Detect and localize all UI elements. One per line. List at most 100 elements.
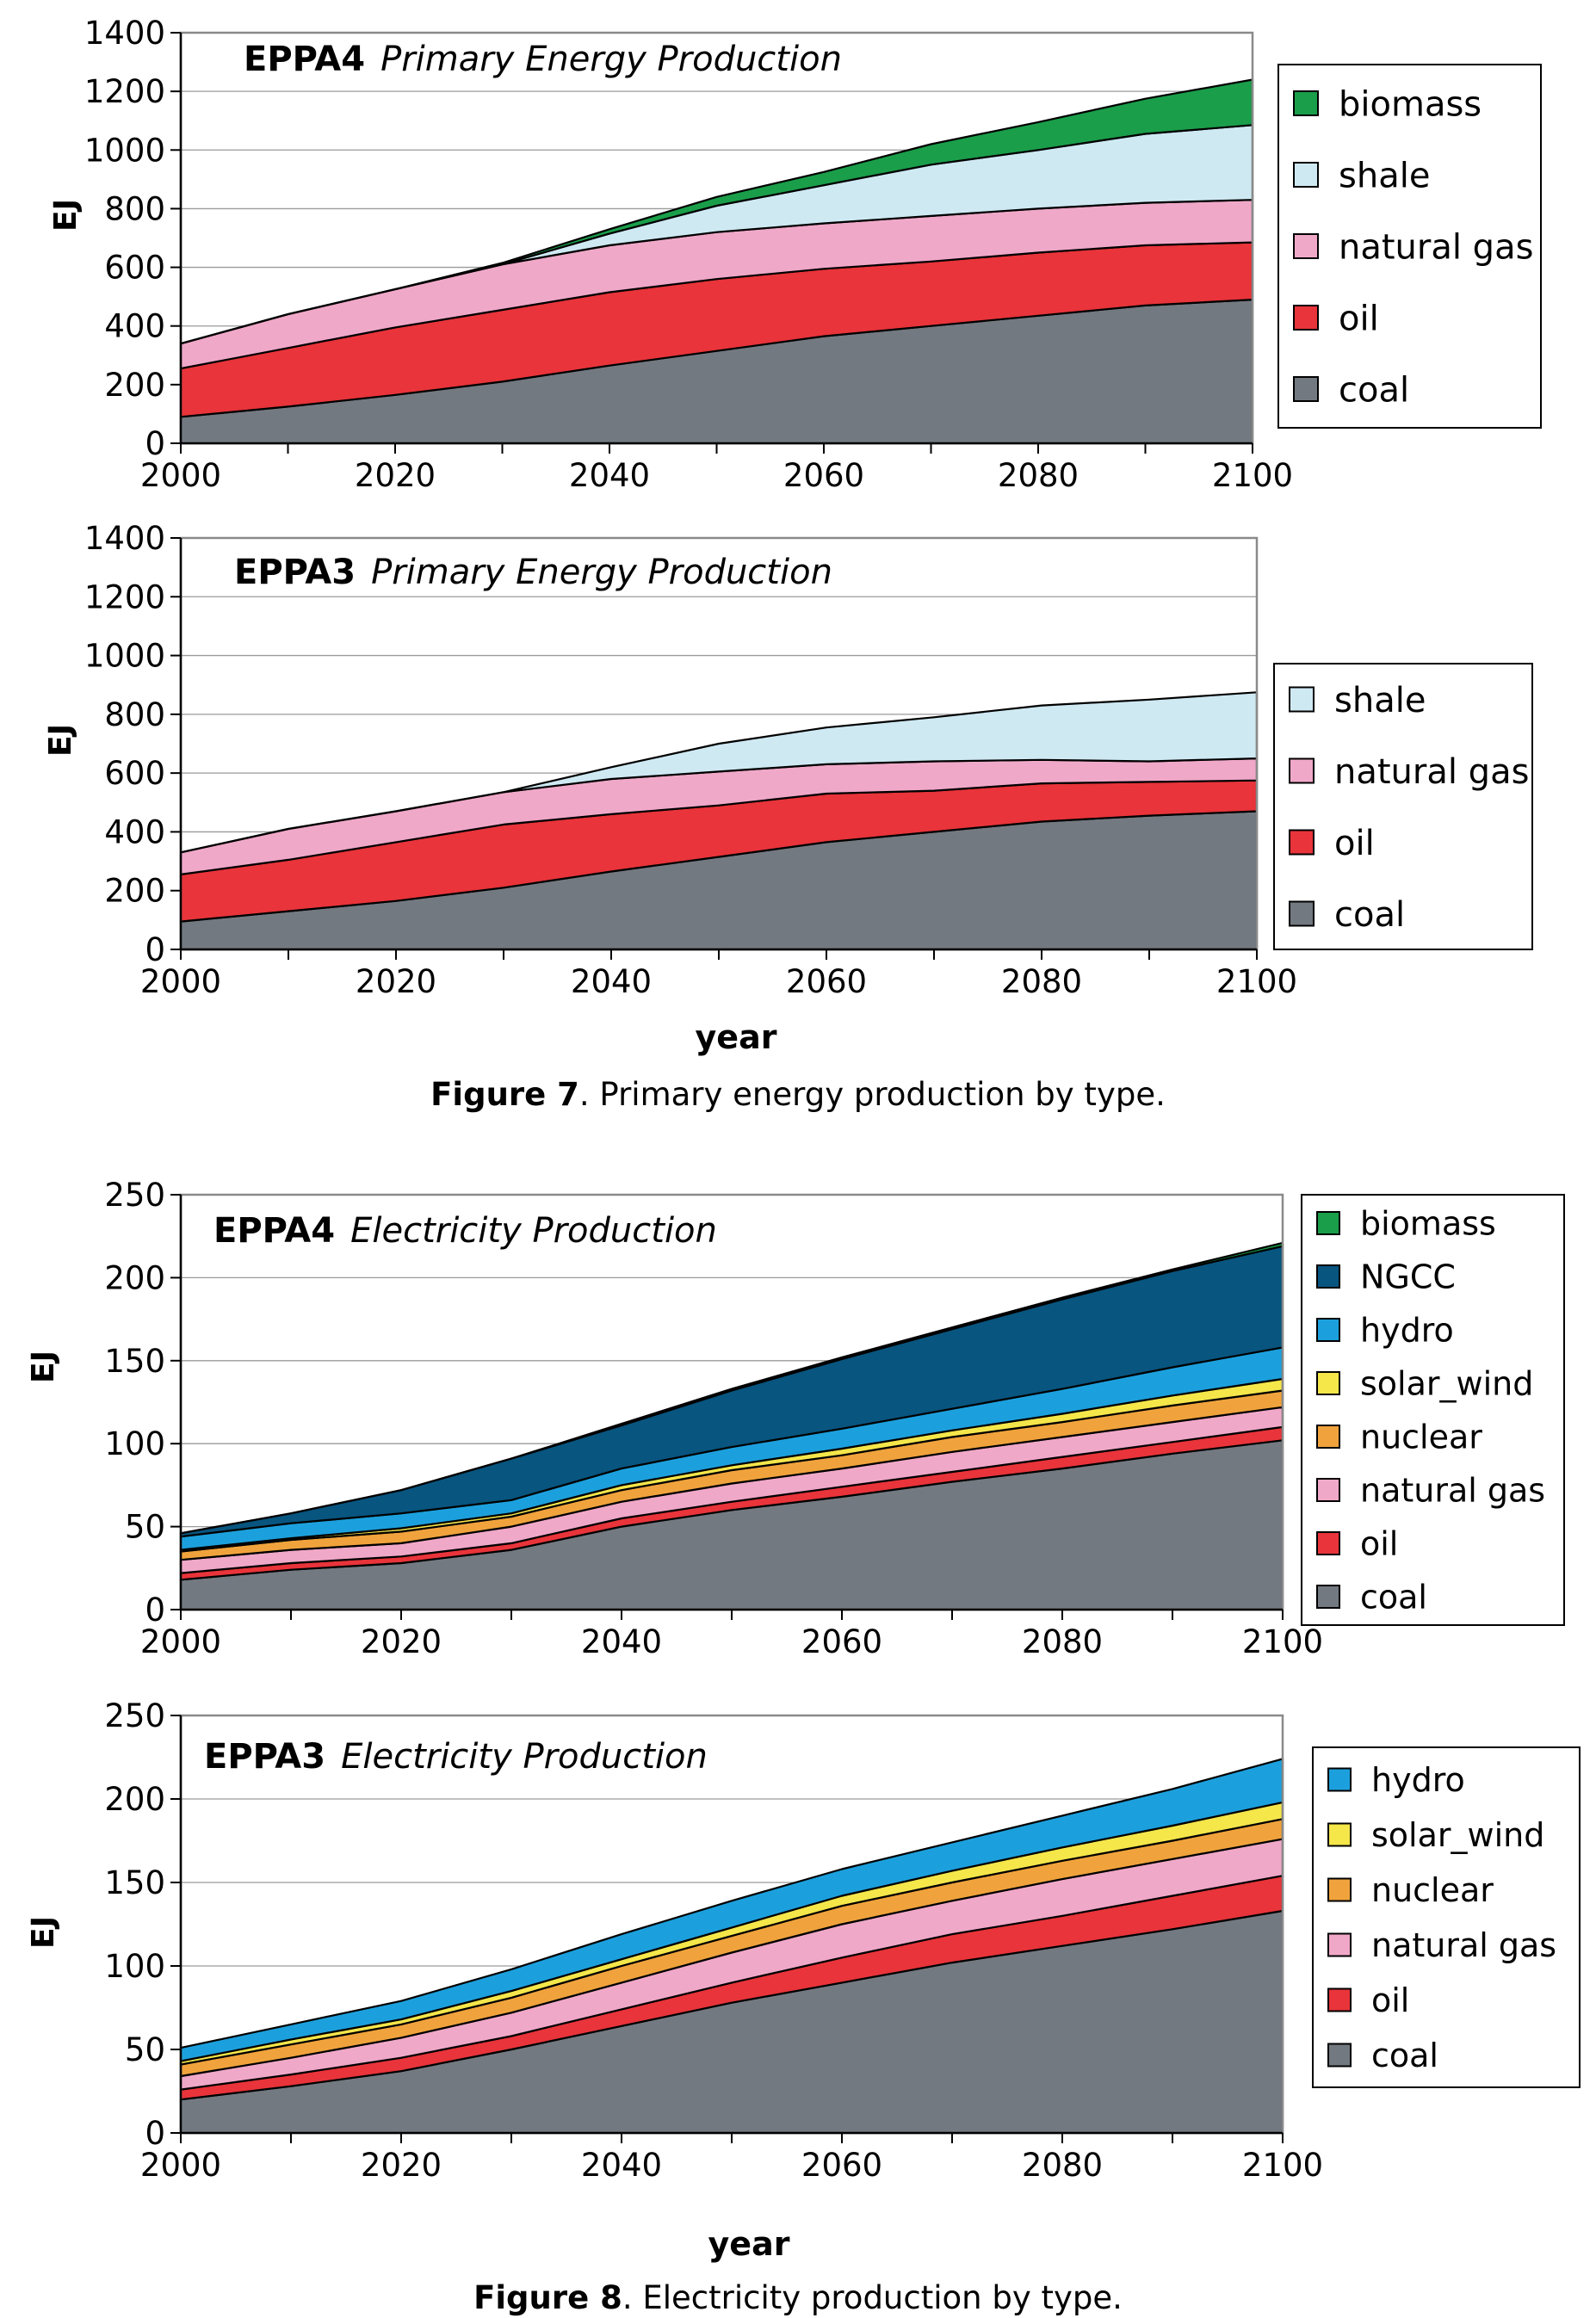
- y-tick-label-800: 800: [104, 190, 165, 227]
- x-axis-label: year: [696, 1018, 777, 1056]
- y-axis-label: EJ: [48, 199, 84, 232]
- y-tick-label-50: 50: [125, 2031, 165, 2068]
- chart-title: EPPA4 Electricity Production: [213, 1211, 717, 1251]
- legend-box: [1312, 1746, 1581, 2088]
- legend-swatch-natural-gas: [1293, 233, 1319, 259]
- legend-swatch-solar-wind: [1316, 1371, 1340, 1395]
- x-tick-label-2060: 2060: [783, 457, 864, 494]
- legend-label-natural-gas: natural gas: [1371, 1926, 1556, 1964]
- x-tick-label-2100: 2100: [1216, 963, 1297, 1000]
- x-tick-label-2000: 2000: [140, 2147, 221, 2184]
- chart-title-model: EPPA4: [244, 40, 365, 79]
- y-tick-label-400: 400: [104, 813, 165, 850]
- y-tick-label-0: 0: [145, 931, 165, 968]
- legend-box: [1301, 1194, 1565, 1626]
- chart-c3: 0 50 100 150 200 250 2000 2020 2040 2060 2080 2100 E…: [26, 1177, 1565, 1660]
- y-tick-label-1400: 1400: [84, 15, 165, 52]
- x-axis-label: year: [708, 2225, 790, 2263]
- chart-title: EPPA4 Primary Energy Production: [244, 40, 842, 79]
- y-tick-label-1000: 1000: [84, 638, 165, 675]
- y-tick-label-250: 250: [104, 1697, 165, 1734]
- y-tick-label-0: 0: [145, 425, 165, 462]
- x-tick-label-2000: 2000: [140, 963, 221, 1000]
- x-tick-label-2080: 2080: [1001, 963, 1082, 1000]
- y-tick-label-100: 100: [104, 1948, 165, 1985]
- x-tick-label-2080: 2080: [1022, 1623, 1103, 1660]
- legend-label-solar-wind: solar_wind: [1360, 1365, 1533, 1403]
- x-tick-label-2060: 2060: [801, 1623, 882, 1660]
- legend-swatch-ngcc: [1316, 1264, 1340, 1289]
- figure-8-text: . Electricity production by type.: [622, 2279, 1123, 2316]
- figure-7-label: Figure 7: [430, 1076, 579, 1113]
- legend-label-shale: shale: [1334, 681, 1426, 720]
- figure-7-caption: Figure 7. Primary energy production by t…: [0, 1076, 1596, 1113]
- y-tick-label-200: 200: [104, 367, 165, 404]
- y-tick-label-1400: 1400: [84, 520, 165, 557]
- x-tick-label-2100: 2100: [1242, 1623, 1323, 1660]
- legend-label-natural-gas: natural gas: [1334, 752, 1529, 792]
- x-tick-label-2020: 2020: [356, 963, 436, 1000]
- legend-swatch-biomass: [1293, 90, 1319, 116]
- legend-box: [1277, 64, 1542, 429]
- chart-c4: 0 50 100 150 200 250 2000 2020 2040 2060 2080 2100 E…: [26, 1697, 1581, 2263]
- legend-swatch-biomass: [1316, 1211, 1340, 1235]
- legend-swatch-coal: [1316, 1585, 1340, 1609]
- legend-label-biomass: biomass: [1360, 1205, 1496, 1243]
- legend-label-coal: coal: [1360, 1579, 1427, 1616]
- legend-swatch-solar-wind: [1327, 1822, 1352, 1847]
- chart-title-text: Primary Energy Production: [380, 40, 842, 79]
- x-tick-label-2100: 2100: [1212, 457, 1293, 494]
- legend-label-natural-gas: natural gas: [1339, 227, 1533, 267]
- x-tick-label-2080: 2080: [998, 457, 1079, 494]
- y-tick-label-200: 200: [104, 1781, 165, 1818]
- legend-label-natural-gas: natural gas: [1360, 1472, 1545, 1510]
- legend-swatch-oil: [1316, 1531, 1340, 1555]
- x-tick-label-2000: 2000: [140, 457, 221, 494]
- chart-title-model: EPPA3: [234, 553, 356, 592]
- legend-label-nuclear: nuclear: [1371, 1871, 1494, 1909]
- legend-label-coal: coal: [1371, 2037, 1438, 2074]
- chart-c2: 0 200 400 600 800 1000 1200 1400 2000 2020 2040 206…: [43, 520, 1533, 1056]
- x-tick-label-2080: 2080: [1022, 2147, 1103, 2184]
- x-tick-label-2020: 2020: [355, 457, 436, 494]
- x-tick-label-2040: 2040: [569, 457, 650, 494]
- chart-title-text: Electricity Production: [341, 1737, 708, 1777]
- x-tick-label-2000: 2000: [140, 1623, 221, 1660]
- x-tick-label-2040: 2040: [571, 963, 652, 1000]
- y-tick-label-150: 150: [104, 1343, 165, 1380]
- legend-label-coal: coal: [1334, 895, 1405, 935]
- y-tick-label-0: 0: [145, 1592, 165, 1629]
- y-tick-label-800: 800: [104, 696, 165, 733]
- legend-swatch-shale: [1289, 686, 1315, 713]
- chart-title-model: EPPA4: [213, 1211, 335, 1251]
- legend-swatch-shale: [1293, 162, 1319, 188]
- legend-label-coal: coal: [1339, 370, 1409, 410]
- legend-swatch-oil: [1327, 1987, 1352, 2012]
- x-tick-label-2040: 2040: [581, 1623, 662, 1660]
- chart-title-model: EPPA3: [204, 1737, 325, 1777]
- y-tick-label-600: 600: [104, 755, 165, 792]
- legend-swatch-coal: [1289, 900, 1315, 927]
- figure-8-caption: Figure 8. Electricity production by type…: [0, 2279, 1596, 2316]
- y-tick-label-600: 600: [104, 250, 165, 287]
- x-tick-label-2100: 2100: [1242, 2147, 1323, 2184]
- x-tick-label-2020: 2020: [361, 1623, 442, 1660]
- legend-label-oil: oil: [1339, 299, 1379, 338]
- x-tick-label-2020: 2020: [361, 2147, 442, 2184]
- legend-swatch-natural-gas: [1316, 1478, 1340, 1502]
- y-tick-label-0: 0: [145, 2115, 165, 2152]
- legend-swatch-oil: [1289, 829, 1315, 856]
- y-tick-label-1000: 1000: [84, 132, 165, 169]
- legend-label-hydro: hydro: [1371, 1761, 1465, 1799]
- y-tick-label-50: 50: [125, 1509, 165, 1546]
- chart-title: EPPA3 Primary Energy Production: [234, 553, 832, 592]
- y-tick-label-100: 100: [104, 1425, 165, 1462]
- legend-swatch-natural-gas: [1327, 1932, 1352, 1957]
- legend-label-oil: oil: [1334, 824, 1375, 863]
- legend-swatch-hydro: [1316, 1318, 1340, 1342]
- legend-label-ngcc: NGCC: [1360, 1258, 1456, 1296]
- legend-swatch-coal: [1293, 376, 1319, 402]
- chart-title-text: Primary Energy Production: [371, 553, 832, 592]
- legend-label-oil: oil: [1360, 1525, 1398, 1563]
